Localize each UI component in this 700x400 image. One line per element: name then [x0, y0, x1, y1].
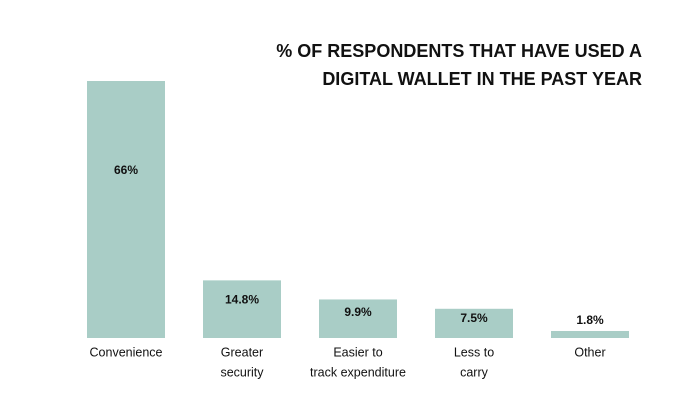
- bar: [87, 81, 165, 338]
- x-tick-label: Other: [574, 345, 605, 359]
- value-label: 9.9%: [344, 305, 372, 319]
- value-label: 66%: [114, 163, 138, 177]
- chart-title: % OF RESPONDENTS THAT HAVE USED A: [276, 41, 642, 61]
- value-label: 7.5%: [460, 311, 488, 325]
- bar: [203, 280, 281, 338]
- bar: [319, 299, 397, 338]
- chart-title: DIGITAL WALLET IN THE PAST YEAR: [322, 69, 642, 89]
- x-tick-label: Greater: [221, 345, 263, 359]
- bar: [551, 330, 629, 338]
- x-tick-label: track expenditure: [310, 365, 406, 379]
- x-tick-label: Convenience: [90, 345, 163, 359]
- x-tick-label: Easier to: [333, 345, 382, 359]
- x-tick-label: Less to: [454, 345, 494, 359]
- x-tick-label: carry: [460, 365, 489, 379]
- x-tick-label: security: [220, 365, 264, 379]
- bar: [435, 308, 513, 338]
- value-label: 14.8%: [225, 293, 259, 307]
- value-label: 1.8%: [576, 313, 604, 327]
